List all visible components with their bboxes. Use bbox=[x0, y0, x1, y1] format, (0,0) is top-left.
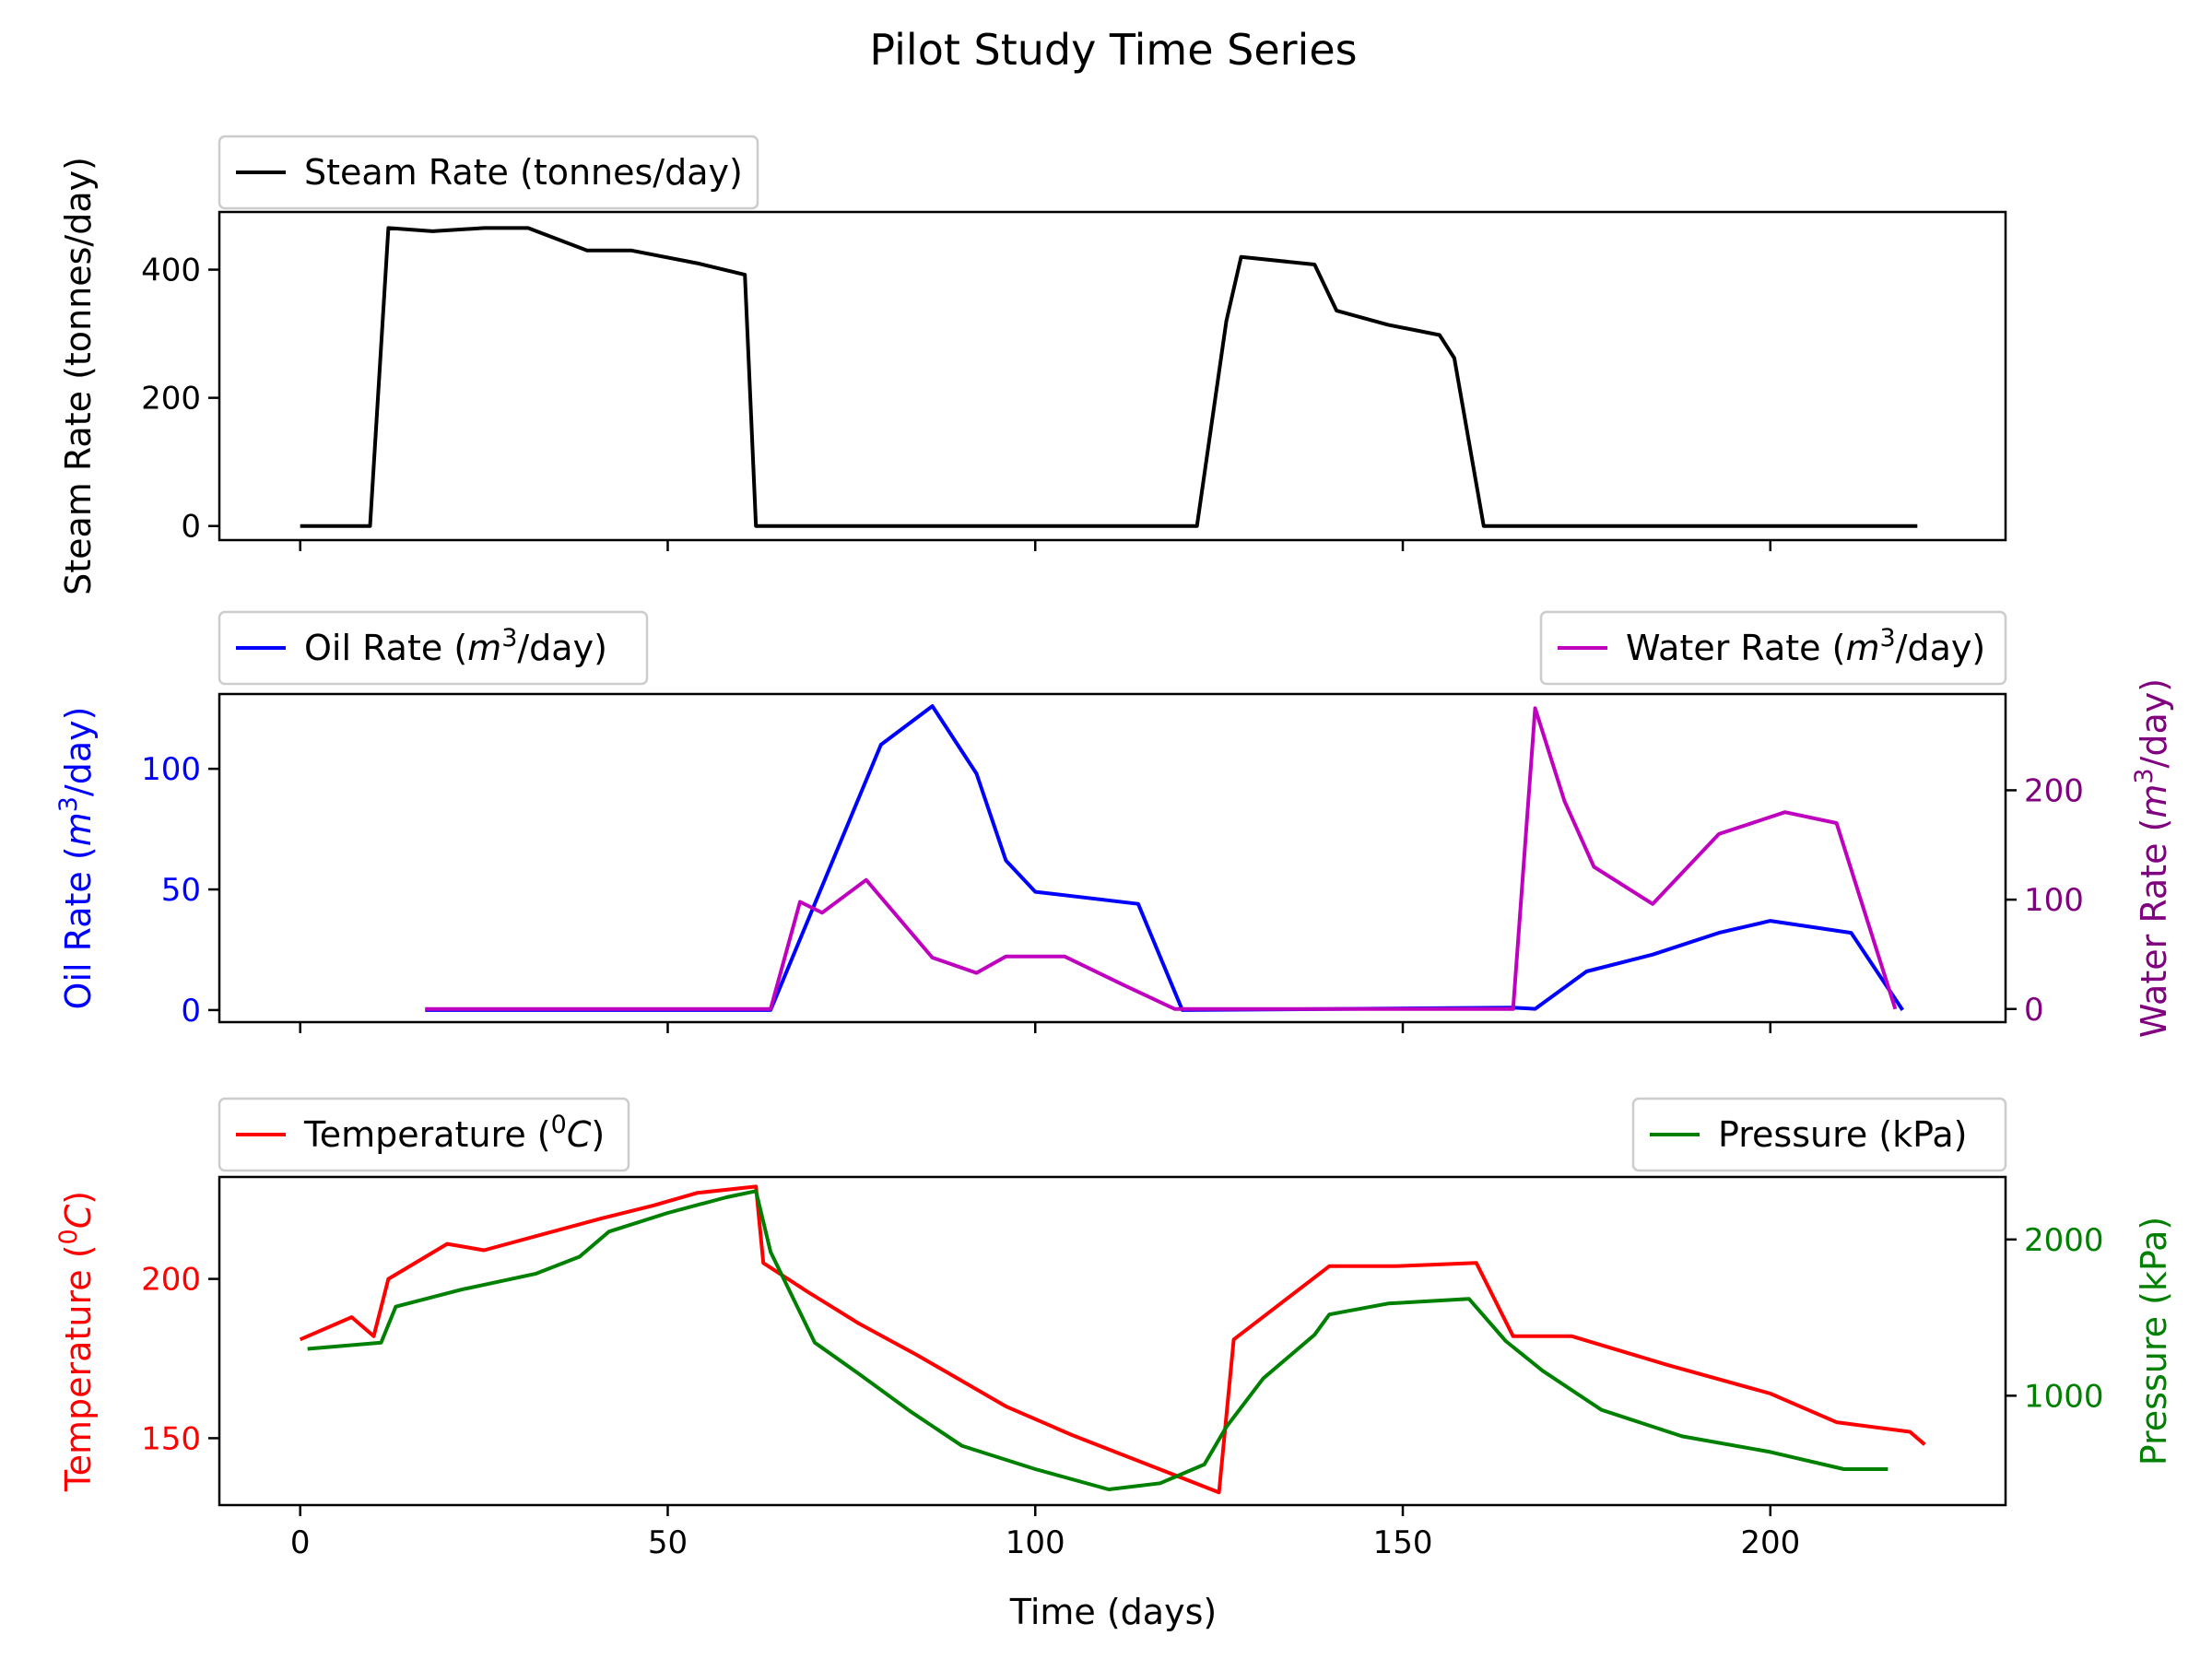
plot-frame-temp_pressure bbox=[218, 1175, 2007, 1507]
right-tick-label-temp_pressure-1000: 1000 bbox=[2024, 1378, 2104, 1415]
legend-temp_pressure-1-box bbox=[1631, 1097, 2007, 1172]
legend-temp_pressure-0: Temperature (0C) bbox=[218, 1097, 630, 1172]
right-axis-label-rates: Water Rate (m3/day) bbox=[2130, 678, 2175, 1038]
plot-frame-rates bbox=[218, 692, 2007, 1024]
right-tick-label-rates-100: 100 bbox=[2024, 882, 2084, 919]
x-axis-label: Time (days) bbox=[1009, 1592, 1217, 1632]
x-tick-label-0: 0 bbox=[290, 1524, 311, 1561]
legend-temp_pressure-1: Pressure (kPa) bbox=[1631, 1097, 2007, 1172]
legend-temp_pressure-0-text: Temperature (0C) bbox=[303, 1111, 605, 1156]
left-axis-label-steam: Steam Rate (tonnes/day) bbox=[58, 157, 99, 595]
left-tick-label-steam-200: 200 bbox=[141, 381, 201, 418]
legend-rates-0-text: Oil Rate (m3/day) bbox=[304, 624, 607, 669]
panel-rates: 0 50 100 Oil Rate (m3/day) 0 100 200 Water Rate… bbox=[54, 610, 2175, 1038]
legend-temp_pressure-0-box bbox=[218, 1097, 630, 1172]
x-tick-label-50: 50 bbox=[648, 1524, 688, 1561]
left-tick-label-steam-400: 400 bbox=[141, 253, 201, 289]
left-tick-label-rates-0: 0 bbox=[181, 993, 201, 1030]
legend-steam-0-box bbox=[218, 135, 759, 210]
left-tick-label-steam-0: 0 bbox=[181, 509, 201, 546]
series-line-steam-0 bbox=[300, 226, 1918, 528]
panel-temp_pressure: 0 50 100 150 200 150 200 Temperature (0C) 1000 20… bbox=[54, 1097, 2174, 1561]
x-tick-label-150: 150 bbox=[1373, 1524, 1433, 1561]
chart-title: Pilot Study Time Series bbox=[869, 25, 1357, 75]
left-tick-label-rates-100: 100 bbox=[141, 751, 201, 788]
right-tick-label-rates-200: 200 bbox=[2024, 772, 2084, 809]
series-line-temp_pressure-0 bbox=[299, 1184, 1926, 1495]
x-tick-label-100: 100 bbox=[1006, 1524, 1065, 1561]
right-tick-label-rates-0: 0 bbox=[2024, 992, 2044, 1029]
series-line-temp_pressure-1 bbox=[307, 1189, 1888, 1491]
right-axis-label-temp_pressure: Pressure (kPa) bbox=[2134, 1217, 2174, 1466]
left-tick-label-temp_pressure-200: 200 bbox=[141, 1262, 201, 1299]
legend-temp_pressure-1-text: Pressure (kPa) bbox=[1718, 1114, 1968, 1155]
right-tick-label-temp_pressure-2000: 2000 bbox=[2024, 1222, 2104, 1259]
legend-rates-1-text: Water Rate (m3/day) bbox=[1626, 624, 1985, 669]
legend-steam-0-text: Steam Rate (tonnes/day) bbox=[304, 152, 743, 193]
panel-steam: 0 200 400 Steam Rate (tonnes/day) Steam Rate… bbox=[58, 135, 2007, 595]
x-tick-label-200: 200 bbox=[1740, 1524, 1800, 1561]
series-line-rates-0 bbox=[425, 704, 1904, 1012]
legend-rates-1-box bbox=[1539, 610, 2007, 686]
legend-rates-0-box bbox=[218, 610, 649, 686]
panels: 0 200 400 Steam Rate (tonnes/day) Steam Rate… bbox=[54, 135, 2175, 1561]
left-axis-label-temp_pressure: Temperature (0C) bbox=[54, 1191, 100, 1492]
plot-frame-steam bbox=[218, 210, 2007, 542]
legend-rates-1: Water Rate (m3/day) bbox=[1539, 610, 2007, 686]
legend-steam-0: Steam Rate (tonnes/day) bbox=[218, 135, 759, 210]
series-line-rates-1 bbox=[425, 706, 1898, 1011]
left-tick-label-temp_pressure-150: 150 bbox=[141, 1420, 201, 1457]
left-tick-label-rates-50: 50 bbox=[161, 872, 201, 909]
left-axis-label-rates: Oil Rate (m3/day) bbox=[54, 707, 100, 1010]
legend-rates-0: Oil Rate (m3/day) bbox=[218, 610, 649, 686]
